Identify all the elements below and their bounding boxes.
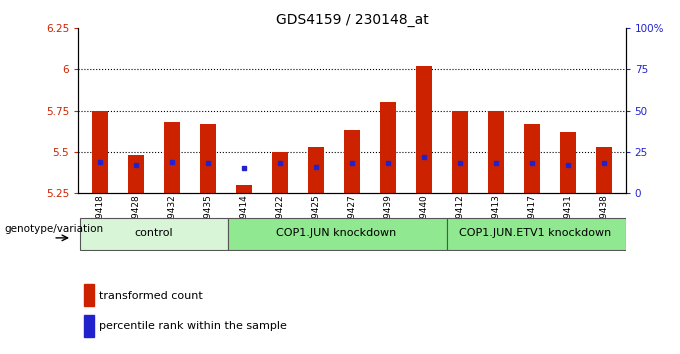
Text: COP1.JUN.ETV1 knockdown: COP1.JUN.ETV1 knockdown <box>460 228 612 238</box>
Bar <box>560 132 576 193</box>
Bar <box>452 110 468 193</box>
Bar <box>164 122 180 193</box>
Bar <box>380 102 396 193</box>
Bar <box>84 284 94 307</box>
Bar <box>524 124 540 193</box>
Bar <box>92 110 108 193</box>
Bar <box>84 315 94 337</box>
Bar <box>416 66 432 193</box>
Bar <box>272 152 288 193</box>
Bar <box>128 155 144 193</box>
Bar <box>596 147 612 193</box>
Bar <box>308 147 324 193</box>
Text: transformed count: transformed count <box>99 291 203 301</box>
Bar <box>200 124 216 193</box>
FancyBboxPatch shape <box>447 218 626 250</box>
Text: percentile rank within the sample: percentile rank within the sample <box>99 321 287 331</box>
Text: genotype/variation: genotype/variation <box>4 224 103 234</box>
Text: control: control <box>135 228 173 238</box>
FancyBboxPatch shape <box>80 218 228 250</box>
Bar <box>344 130 360 193</box>
FancyBboxPatch shape <box>228 218 447 250</box>
Title: GDS4159 / 230148_at: GDS4159 / 230148_at <box>275 13 428 27</box>
Bar <box>488 110 504 193</box>
Bar <box>236 185 252 193</box>
Text: COP1.JUN knockdown: COP1.JUN knockdown <box>275 228 396 238</box>
